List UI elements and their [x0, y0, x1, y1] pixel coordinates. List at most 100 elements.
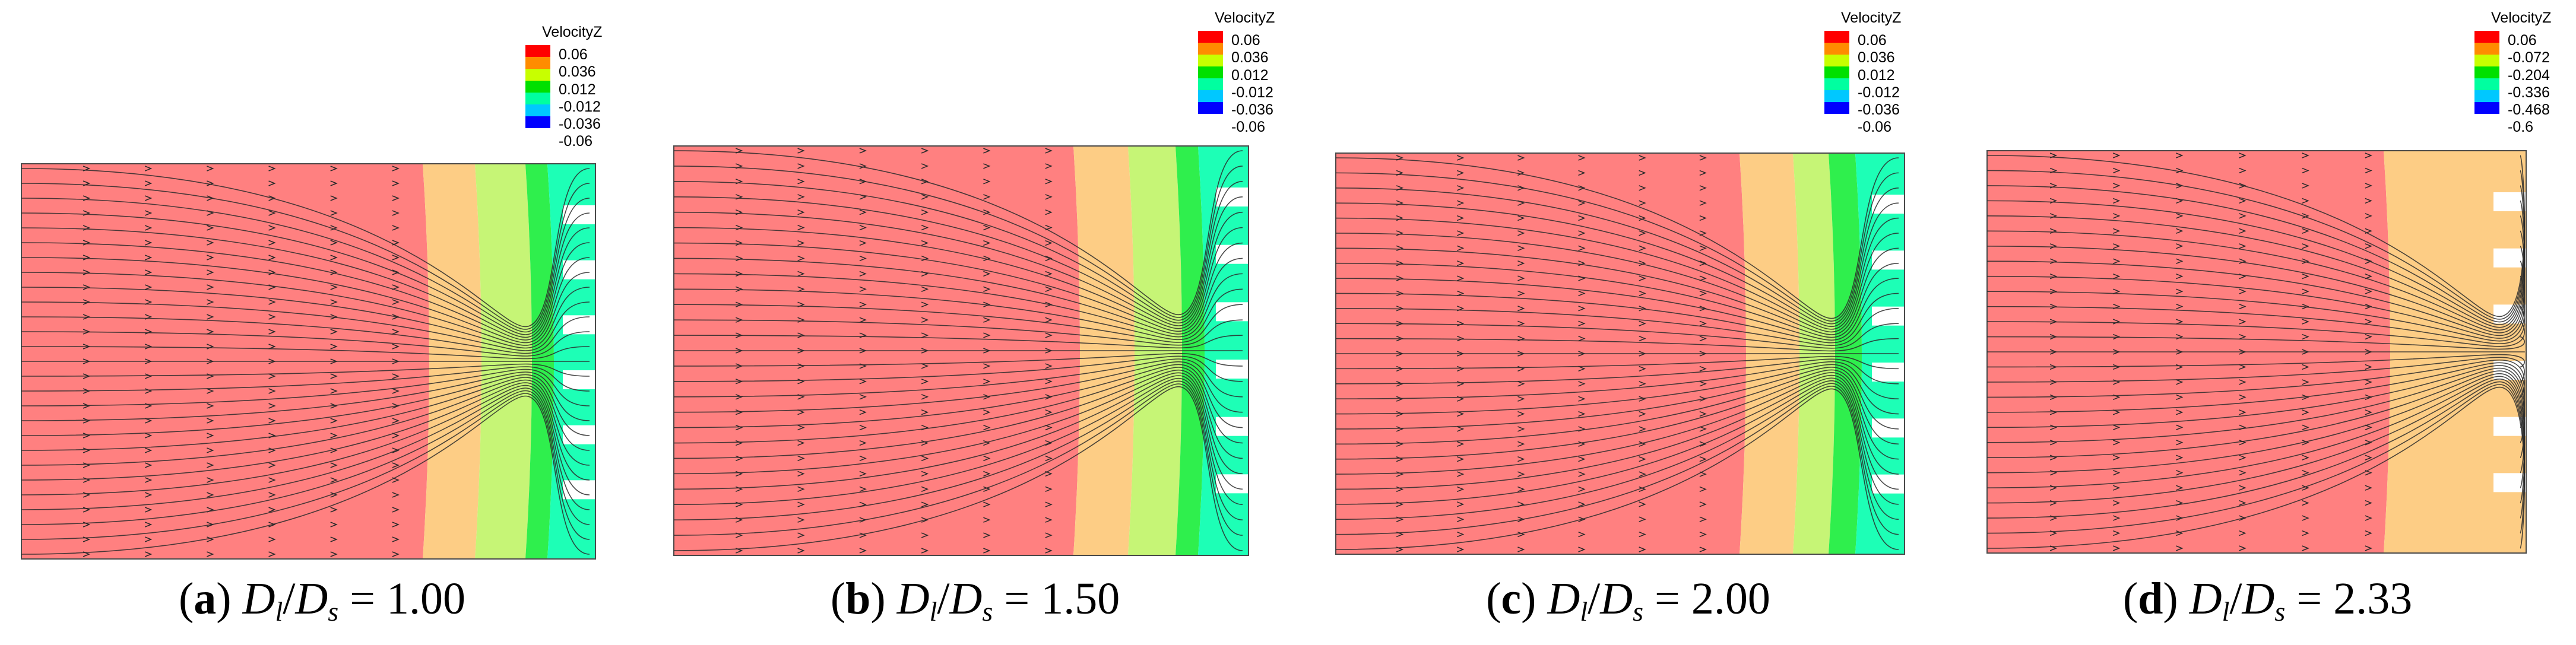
- flow-arrow: [2113, 167, 2121, 174]
- flow-arrow: [2302, 228, 2309, 234]
- flow-arrow: [1045, 332, 1053, 338]
- rhs-subscript: s: [1633, 596, 1644, 627]
- flow-arrow: [2365, 500, 2372, 506]
- flow-arrow: [268, 255, 276, 260]
- flow-arrow: [1457, 486, 1465, 493]
- flow-arrow: [2302, 349, 2309, 355]
- flow-arrow: [2365, 152, 2372, 158]
- flow-arrow: [330, 314, 338, 320]
- flow-arrow: [2049, 364, 2058, 370]
- flow-arrow: [2176, 288, 2184, 294]
- streamline: [1986, 386, 2526, 549]
- streamline: [21, 387, 590, 510]
- caption-label: d: [2138, 574, 2163, 624]
- flow-arrow: [1699, 320, 1707, 326]
- caption-a: (a) Dl/Ds = 1.00: [178, 574, 466, 627]
- flow-arrow: [2049, 515, 2058, 521]
- flow-arrow: [1699, 456, 1707, 462]
- lhs-symbol: D: [2189, 574, 2222, 624]
- flow-arrow: [983, 501, 991, 507]
- ratio-value: 1.00: [386, 574, 466, 624]
- outlet-notch: [1872, 306, 1908, 326]
- streamline: [1335, 388, 1899, 550]
- flow-arrow: [330, 388, 338, 394]
- flow-arrow: [2113, 303, 2121, 310]
- flow-arrow: [2176, 258, 2184, 264]
- legend-swatch: [525, 45, 550, 57]
- flow-arrow: [1517, 456, 1525, 462]
- flow-arrow: [1639, 546, 1646, 552]
- flow-arrow: [2176, 273, 2184, 279]
- flow-arrow: [1578, 155, 1586, 161]
- flow-arrow: [392, 522, 400, 528]
- flow-arrow: [2239, 530, 2247, 536]
- flow-arrow: [330, 269, 338, 275]
- flow-arrow: [1457, 170, 1465, 176]
- flow-arrow: [145, 403, 153, 409]
- flow-arrow: [392, 299, 400, 305]
- streamline: [673, 181, 1243, 321]
- flow-arrow: [2302, 303, 2309, 310]
- flow-arrow: [736, 486, 743, 493]
- flow-arrow: [1457, 396, 1465, 402]
- flow-arrow: [207, 388, 214, 394]
- legend-value: 0.036: [1231, 49, 1269, 66]
- flow-arrow: [2239, 455, 2247, 460]
- streamline: [1986, 321, 2525, 347]
- flow-arrow: [1045, 486, 1053, 493]
- flow-arrow: [797, 379, 805, 385]
- flow-arrow: [1639, 501, 1646, 507]
- flow-arrow: [797, 148, 805, 154]
- flow-arrow: [2302, 485, 2309, 491]
- streamline: [1335, 355, 1899, 370]
- flow-arrow: [1699, 200, 1707, 206]
- flow-arrow: [1517, 260, 1525, 266]
- flow-arrow: [1396, 411, 1404, 417]
- streamline: [21, 331, 590, 357]
- flow-arrow: [2302, 167, 2309, 174]
- flow-arrow: [983, 440, 991, 446]
- legend-swatch: [1198, 55, 1223, 66]
- rhs-subscript: s: [982, 596, 993, 627]
- flow-arrow: [145, 180, 153, 186]
- streamline: [673, 150, 1243, 316]
- flow-arrow: [207, 418, 214, 424]
- flow-arrow: [1396, 381, 1404, 387]
- lhs-subscript: l: [2222, 596, 2230, 627]
- flow-arrow: [921, 179, 929, 185]
- streamline: [673, 364, 1243, 428]
- legend-swatch: [1198, 66, 1223, 78]
- flow-arrow: [145, 240, 153, 246]
- streamline: [1335, 380, 1899, 505]
- legend-swatch: [1824, 31, 1849, 43]
- streamline: [1335, 386, 1899, 535]
- flow-arrow: [736, 148, 743, 154]
- flow-arrow: [797, 240, 805, 246]
- flow-arrow: [983, 379, 991, 385]
- streamline: [1986, 336, 2525, 350]
- panel-d: VelocityZ 0.06 -0.072 -0.204 -0.336 -0.4…: [1959, 0, 2576, 645]
- flow-arrow: [1578, 245, 1586, 252]
- flow-arrow: [2302, 319, 2309, 325]
- flow-arrow: [1517, 335, 1525, 342]
- flow-arrow: [145, 536, 153, 542]
- legend-swatch: [2474, 55, 2499, 66]
- flow-arrow: [2302, 500, 2309, 506]
- legend-swatch: [525, 57, 550, 69]
- legend-swatch: [1824, 102, 1849, 114]
- flow-arrow: [207, 210, 214, 216]
- flow-arrow: [2113, 333, 2121, 340]
- flow-arrow: [983, 363, 991, 369]
- lhs-subscript: l: [1580, 596, 1588, 627]
- flow-arrow: [983, 224, 991, 231]
- flow-arrow: [330, 418, 338, 424]
- flow-arrow: [2049, 303, 2058, 310]
- flow-arrow: [2049, 469, 2058, 476]
- flow-arrow: [1045, 501, 1053, 507]
- flow-arrow: [1045, 348, 1053, 354]
- flow-arrow: [268, 373, 276, 379]
- flow-arrow: [268, 225, 276, 231]
- flow-arrow: [1517, 185, 1525, 191]
- flow-arrow: [1045, 224, 1053, 231]
- flow-arrow: [145, 299, 153, 305]
